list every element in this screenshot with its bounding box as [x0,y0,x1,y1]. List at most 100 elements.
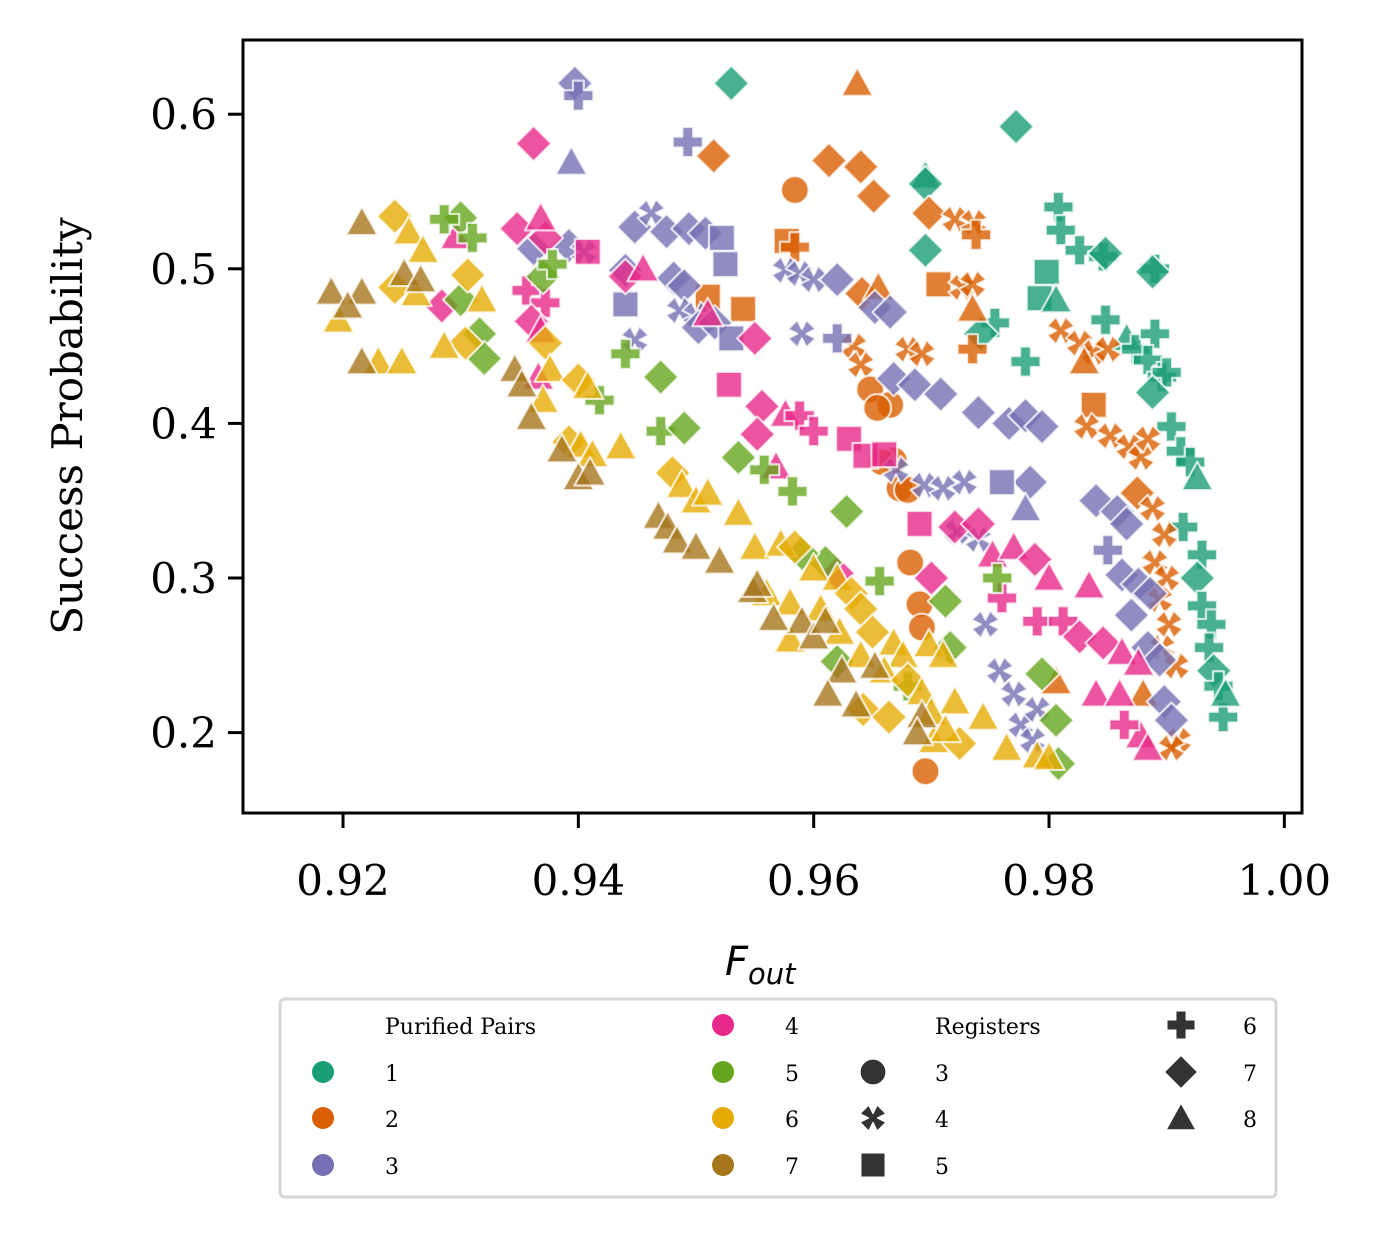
data-point-pairs-6-registers-7 [448,256,487,294]
legend-swatch-pairs-2 [312,1107,334,1129]
data-point-pairs-5-registers-6 [456,221,489,254]
data-point-pairs-5-registers-6 [644,415,677,448]
data-point-pairs-1-registers-6 [1150,356,1183,389]
data-point-pairs-5-registers-7 [926,582,965,620]
data-point-pairs-2-registers-6 [778,231,811,264]
data-point-pairs-3-registers-6 [671,125,704,159]
legend-label: 1 [385,1062,399,1087]
x-tick-label: 0.94 [532,856,626,905]
legend-label: 5 [785,1062,799,1087]
x-axis: 0.92 0.94 0.96 0.98 1.00 [296,813,1331,905]
legend-swatch-pairs-6 [712,1107,734,1129]
data-point-pairs-7-registers-8 [702,544,737,575]
data-point-pairs-4-registers-6 [1021,605,1054,638]
legend-label: 5 [935,1155,949,1180]
data-point-pairs-7-registers-8 [403,262,438,294]
data-point-pairs-4-registers-8 [690,296,725,328]
legend-frame [278,997,1278,1199]
data-point-pairs-3-registers-7 [1107,505,1146,543]
x-axis-label-main: F [725,939,749,985]
plot-points [314,64,1243,787]
data-point-pairs-2-registers-8 [955,292,990,323]
data-point-pairs-6-registers-8 [570,369,605,401]
data-point-pairs-5-registers-7 [1037,701,1075,740]
data-point-pairs-7-registers-8 [573,456,607,487]
data-point-pairs-1-registers-6 [1089,303,1122,336]
data-point-pairs-4-registers-6 [529,286,562,319]
data-point-pairs-2-registers-4 [1093,334,1123,365]
data-point-pairs-5-registers-7 [719,438,758,477]
data-point-pairs-6-registers-7 [776,528,814,566]
data-point-pairs-5-registers-6 [536,248,569,281]
data-point-pairs-3-registers-7 [1140,641,1179,679]
data-point-pairs-2-registers-3 [910,756,941,787]
legend-label: 6 [1243,1015,1257,1040]
data-point-pairs-5-registers-7 [827,492,866,531]
data-point-pairs-3-registers-7 [896,365,934,404]
y-tick-label: 0.4 [150,399,217,448]
legend-marker-registers-7-diamond-icon [1163,1054,1199,1090]
data-point-pairs-2-registers-6 [956,333,989,366]
data-point-pairs-1-registers-6 [1009,345,1042,378]
data-point-pairs-3-registers-4 [998,679,1029,709]
data-point-pairs-3-registers-6 [821,322,854,355]
data-point-pairs-2-registers-4 [1149,519,1180,550]
data-point-pairs-3-registers-7 [1112,596,1151,634]
legend-marker-registers-4-x-icon [859,1104,887,1132]
data-point-pairs-4-registers-7 [1016,540,1054,579]
axes-frame [241,38,1304,815]
data-point-pairs-3-registers-5 [707,223,736,252]
legend-label: 4 [785,1015,799,1040]
data-point-pairs-6-registers-8 [465,282,499,314]
x-tick-label: 1.00 [1238,856,1332,905]
data-point-pairs-2-registers-7 [810,141,848,180]
data-point-pairs-7-registers-8 [900,715,935,747]
data-point-pairs-2-registers-4 [907,338,937,369]
legend-swatch-pairs-4 [712,1014,734,1036]
data-point-pairs-7-registers-8 [839,687,873,719]
data-point-pairs-4-registers-5 [870,440,899,469]
data-point-pairs-5-registers-6 [776,475,809,508]
x-tick-label: 0.92 [296,856,390,905]
data-point-pairs-5-registers-7 [665,409,704,447]
data-point-pairs-5-registers-6 [748,453,781,486]
data-point-pairs-3-registers-7 [1006,396,1045,435]
data-point-pairs-2-registers-7 [854,177,893,215]
data-point-pairs-7-registers-8 [679,530,713,561]
data-point-pairs-4-registers-8 [1102,677,1137,708]
data-point-pairs-1-registers-8 [1039,282,1073,314]
data-point-pairs-1-registers-7 [997,107,1035,146]
data-point-pairs-7-registers-8 [825,653,859,685]
y-tick-label: 0.6 [150,90,217,139]
data-point-pairs-7-registers-8 [505,367,539,399]
legend-label: 3 [385,1155,399,1180]
data-point-pairs-5-registers-6 [863,564,896,598]
data-point-pairs-4-registers-7 [1084,624,1122,662]
data-point-pairs-6-registers-7 [853,613,892,651]
data-point-pairs-3-registers-7 [818,260,857,299]
legend-swatch-pairs-3 [312,1154,334,1176]
y-axis: 0.2 0.3 0.4 0.5 0.6 [150,90,243,758]
data-point-pairs-3-registers-4 [970,609,1001,640]
data-point-pairs-6-registers-8 [385,344,419,376]
data-point-pairs-6-registers-8 [690,476,725,507]
data-point-pairs-4-registers-8 [1131,731,1165,762]
data-point-pairs-4-registers-7 [912,559,951,597]
data-point-pairs-6-registers-8 [406,233,440,264]
data-point-pairs-7-registers-8 [344,344,379,376]
data-point-pairs-2-registers-7 [841,147,880,186]
legend: Purified Pairs 1 2 3 4 5 6 7 Registers 3 4 5 6 7 8 [278,997,1278,1199]
legend-title: Purified Pairs [385,1015,536,1040]
data-point-pairs-5-registers-6 [981,561,1014,595]
data-point-pairs-2-registers-8 [1067,344,1102,376]
data-point-pairs-4-registers-8 [1121,646,1156,677]
data-point-pairs-2-registers-4 [1133,424,1163,454]
x-axis-label-subscript: out [748,957,797,991]
data-point-pairs-1-registers-8 [1208,677,1243,708]
data-point-pairs-3-registers-7 [1023,407,1061,446]
data-point-pairs-4-registers-8 [523,200,558,232]
data-point-pairs-3-registers-4 [798,264,829,295]
legend-marker-registers-5-square-icon [860,1152,886,1178]
data-point-pairs-6-registers-8 [938,684,972,716]
data-point-pairs-2-registers-3 [895,547,926,578]
